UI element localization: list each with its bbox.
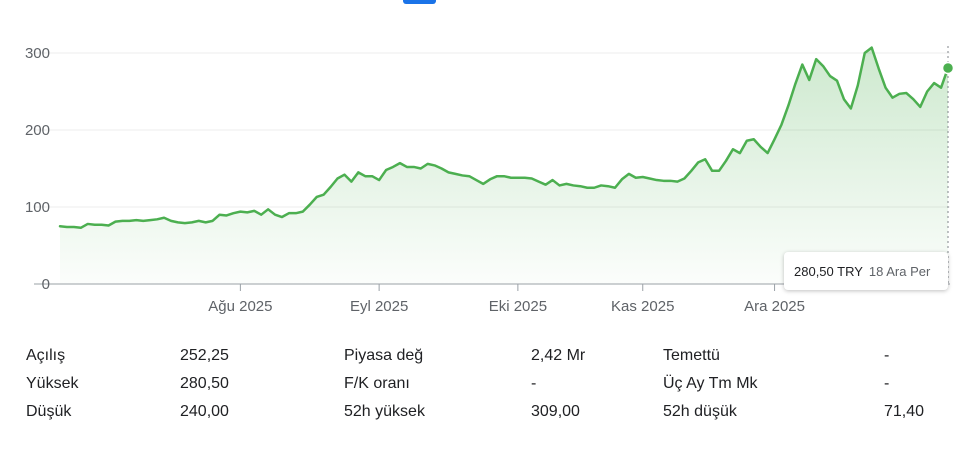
stat-label: 52h düşük [663, 403, 737, 420]
stat-value: 309,00 [531, 403, 580, 420]
y-tick-label: 300 [25, 45, 50, 62]
tooltip-price: 280,50 TRY [794, 263, 863, 279]
x-tick-label: Eyl 2025 [350, 298, 408, 315]
tooltip-date: 18 Ara Per [868, 263, 931, 279]
stat-label: Açılış [26, 347, 66, 364]
stat-value: 240,00 [180, 403, 229, 420]
stat-value: - [884, 375, 890, 392]
stat-label: Piyasa değ [344, 347, 424, 364]
stats-row-1: Açılış 252,25 Piyasa değ 2,42 Mr Temettü… [26, 342, 936, 370]
selected-range-indicator [403, 0, 436, 4]
stat-label: 52h yüksek [344, 403, 425, 420]
price-tooltip: 280,50 TRY 18 Ara Per [784, 252, 948, 290]
y-tick-label: 0 [42, 276, 50, 293]
stat-value: - [884, 347, 890, 364]
stat-label: Düşük [26, 403, 72, 420]
x-tick-label: Ara 2025 [744, 298, 805, 315]
price-line [58, 46, 950, 230]
price-area-fill [60, 47, 948, 284]
stat-value: 2,42 Mr [531, 347, 586, 364]
stats-row-3: Düşük 240,00 52h yüksek 309,00 52h düşük… [26, 398, 936, 426]
y-tick-label: 100 [25, 199, 50, 216]
x-tick-label: Ağu 2025 [208, 298, 272, 315]
stat-value: 280,50 [180, 375, 229, 392]
hover-point [941, 61, 955, 75]
stat-label: F/K oranı [344, 375, 410, 392]
price-chart[interactable]: 0 100 200 300 Ağu 2025 Eyl 2025 Eki 2025 Kas 20… [0, 0, 960, 330]
y-tick-label: 200 [25, 122, 50, 139]
x-tick-label: Eki 2025 [489, 298, 547, 315]
stat-value: 71,40 [884, 403, 925, 420]
stat-label: Üç Ay Tm Mk [663, 375, 758, 392]
stat-label: Yüksek [26, 375, 79, 392]
stat-label: Temettü [663, 347, 720, 364]
stats-row-2: Yüksek 280,50 F/K oranı - Üç Ay Tm Mk - [26, 370, 936, 398]
stat-value: - [531, 375, 537, 392]
stat-value: 252,25 [180, 347, 229, 364]
x-tick-label: Kas 2025 [611, 298, 674, 315]
